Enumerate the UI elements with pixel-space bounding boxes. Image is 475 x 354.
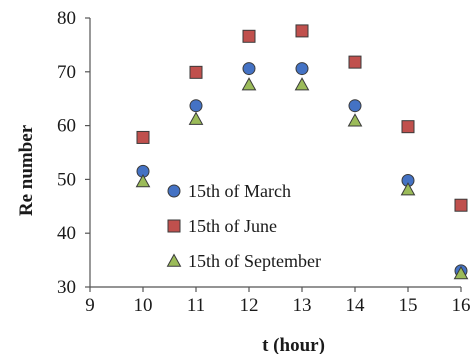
triangle-marker <box>453 266 469 280</box>
square-marker <box>242 29 256 43</box>
legend-item: 15th of June <box>167 216 277 236</box>
y-tick-label: 80 <box>57 8 76 29</box>
series-2 <box>136 24 468 212</box>
triangle-marker <box>188 111 204 125</box>
x-tick-label: 11 <box>187 295 205 316</box>
legend-square-icon <box>167 219 181 233</box>
square-marker <box>401 120 415 134</box>
legend-label: 15th of September <box>188 251 321 271</box>
square-marker <box>295 24 309 38</box>
triangle-marker <box>135 174 151 188</box>
square-marker <box>454 198 468 212</box>
x-tick-label: 15 <box>399 295 418 316</box>
x-tick-label: 9 <box>85 295 95 316</box>
legend-circle-icon <box>167 184 181 198</box>
legend-label: 15th of June <box>188 216 277 236</box>
circle-marker <box>189 99 203 113</box>
triangle-marker <box>400 182 416 196</box>
circle-marker <box>242 62 256 76</box>
series-3 <box>135 77 469 280</box>
x-tick-label: 16 <box>452 295 471 316</box>
square-marker <box>189 65 203 79</box>
x-tick-label: 12 <box>240 295 259 316</box>
y-tick-label: 70 <box>57 62 76 83</box>
triangle-marker <box>241 77 257 91</box>
x-axis-title: t (hour) <box>262 335 325 354</box>
circle-marker <box>295 62 309 76</box>
triangle-marker <box>347 113 363 127</box>
circle-marker <box>348 99 362 113</box>
data-points <box>135 24 469 280</box>
square-marker <box>348 55 362 69</box>
square-marker <box>136 130 150 144</box>
triangle-marker <box>294 77 310 91</box>
y-tick-label: 40 <box>57 223 76 244</box>
legend-triangle-icon <box>166 253 182 267</box>
y-axis-title: Re number <box>16 124 37 216</box>
y-tick-label: 30 <box>57 277 76 298</box>
legend-item: 15th of March <box>167 181 291 201</box>
x-tick-label: 13 <box>293 295 312 316</box>
series-1 <box>136 62 468 278</box>
legend-item: 15th of September <box>166 251 321 271</box>
legend: 15th of March 15th of June 15th of Septemb… <box>166 181 321 271</box>
y-tick-label: 60 <box>57 116 76 137</box>
axes <box>89 18 461 288</box>
x-tick-label: 14 <box>346 295 366 316</box>
y-ticks: 30 40 50 60 70 80 <box>57 8 90 298</box>
y-tick-label: 50 <box>57 169 76 190</box>
x-ticks: 9 10 11 12 13 14 15 16 <box>85 287 471 316</box>
legend-label: 15th of March <box>188 181 291 201</box>
x-tick-label: 10 <box>134 295 153 316</box>
